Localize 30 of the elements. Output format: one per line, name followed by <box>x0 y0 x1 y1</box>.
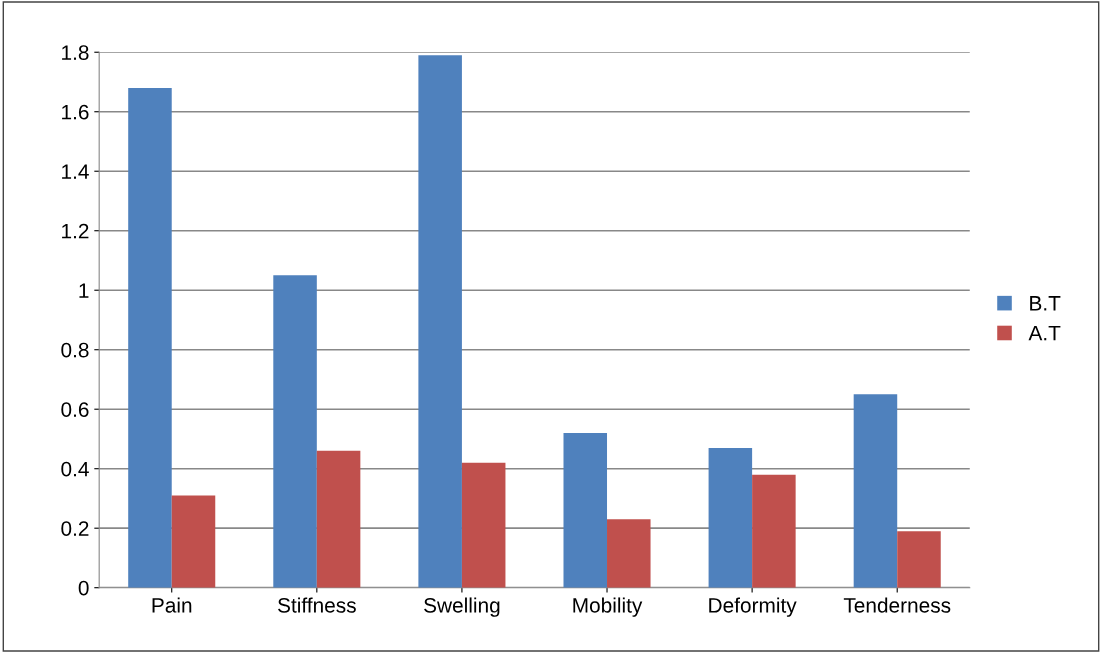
y-tick-label: 0.6 <box>61 402 89 417</box>
x-tick-label: Mobility <box>573 597 643 617</box>
y-tick-label: 0 <box>78 580 89 596</box>
x-tick-label: Swelling <box>424 597 500 617</box>
y-tick-label: 0.2 <box>61 521 89 536</box>
bar <box>708 447 753 588</box>
bar <box>607 519 651 588</box>
legend-label: A.T <box>1028 325 1061 341</box>
y-tick-label: 0.4 <box>61 461 89 477</box>
legend-label: B.T <box>1030 296 1061 311</box>
y-tick-label: 1.2 <box>62 223 89 239</box>
bar <box>853 394 898 588</box>
x-tick-label: Tenderness <box>843 597 951 613</box>
bar <box>563 433 608 588</box>
y-tick-label: 1.4 <box>62 164 89 179</box>
bar <box>128 87 172 588</box>
bar <box>752 474 796 588</box>
bar <box>418 55 462 588</box>
bar <box>273 275 317 588</box>
x-tick-label: Deformity <box>709 597 797 617</box>
x-tick-label: Pain <box>152 597 192 613</box>
y-tick-label: 1 <box>79 283 89 298</box>
bar <box>897 531 941 588</box>
bar <box>316 450 361 588</box>
y-tick-label: 1.8 <box>62 45 89 60</box>
bar <box>171 495 216 588</box>
x-tick-label: Stiffness <box>278 597 356 613</box>
y-tick-label: 0.8 <box>61 342 89 358</box>
y-tick-label: 1.6 <box>62 104 89 120</box>
bar <box>461 462 506 588</box>
